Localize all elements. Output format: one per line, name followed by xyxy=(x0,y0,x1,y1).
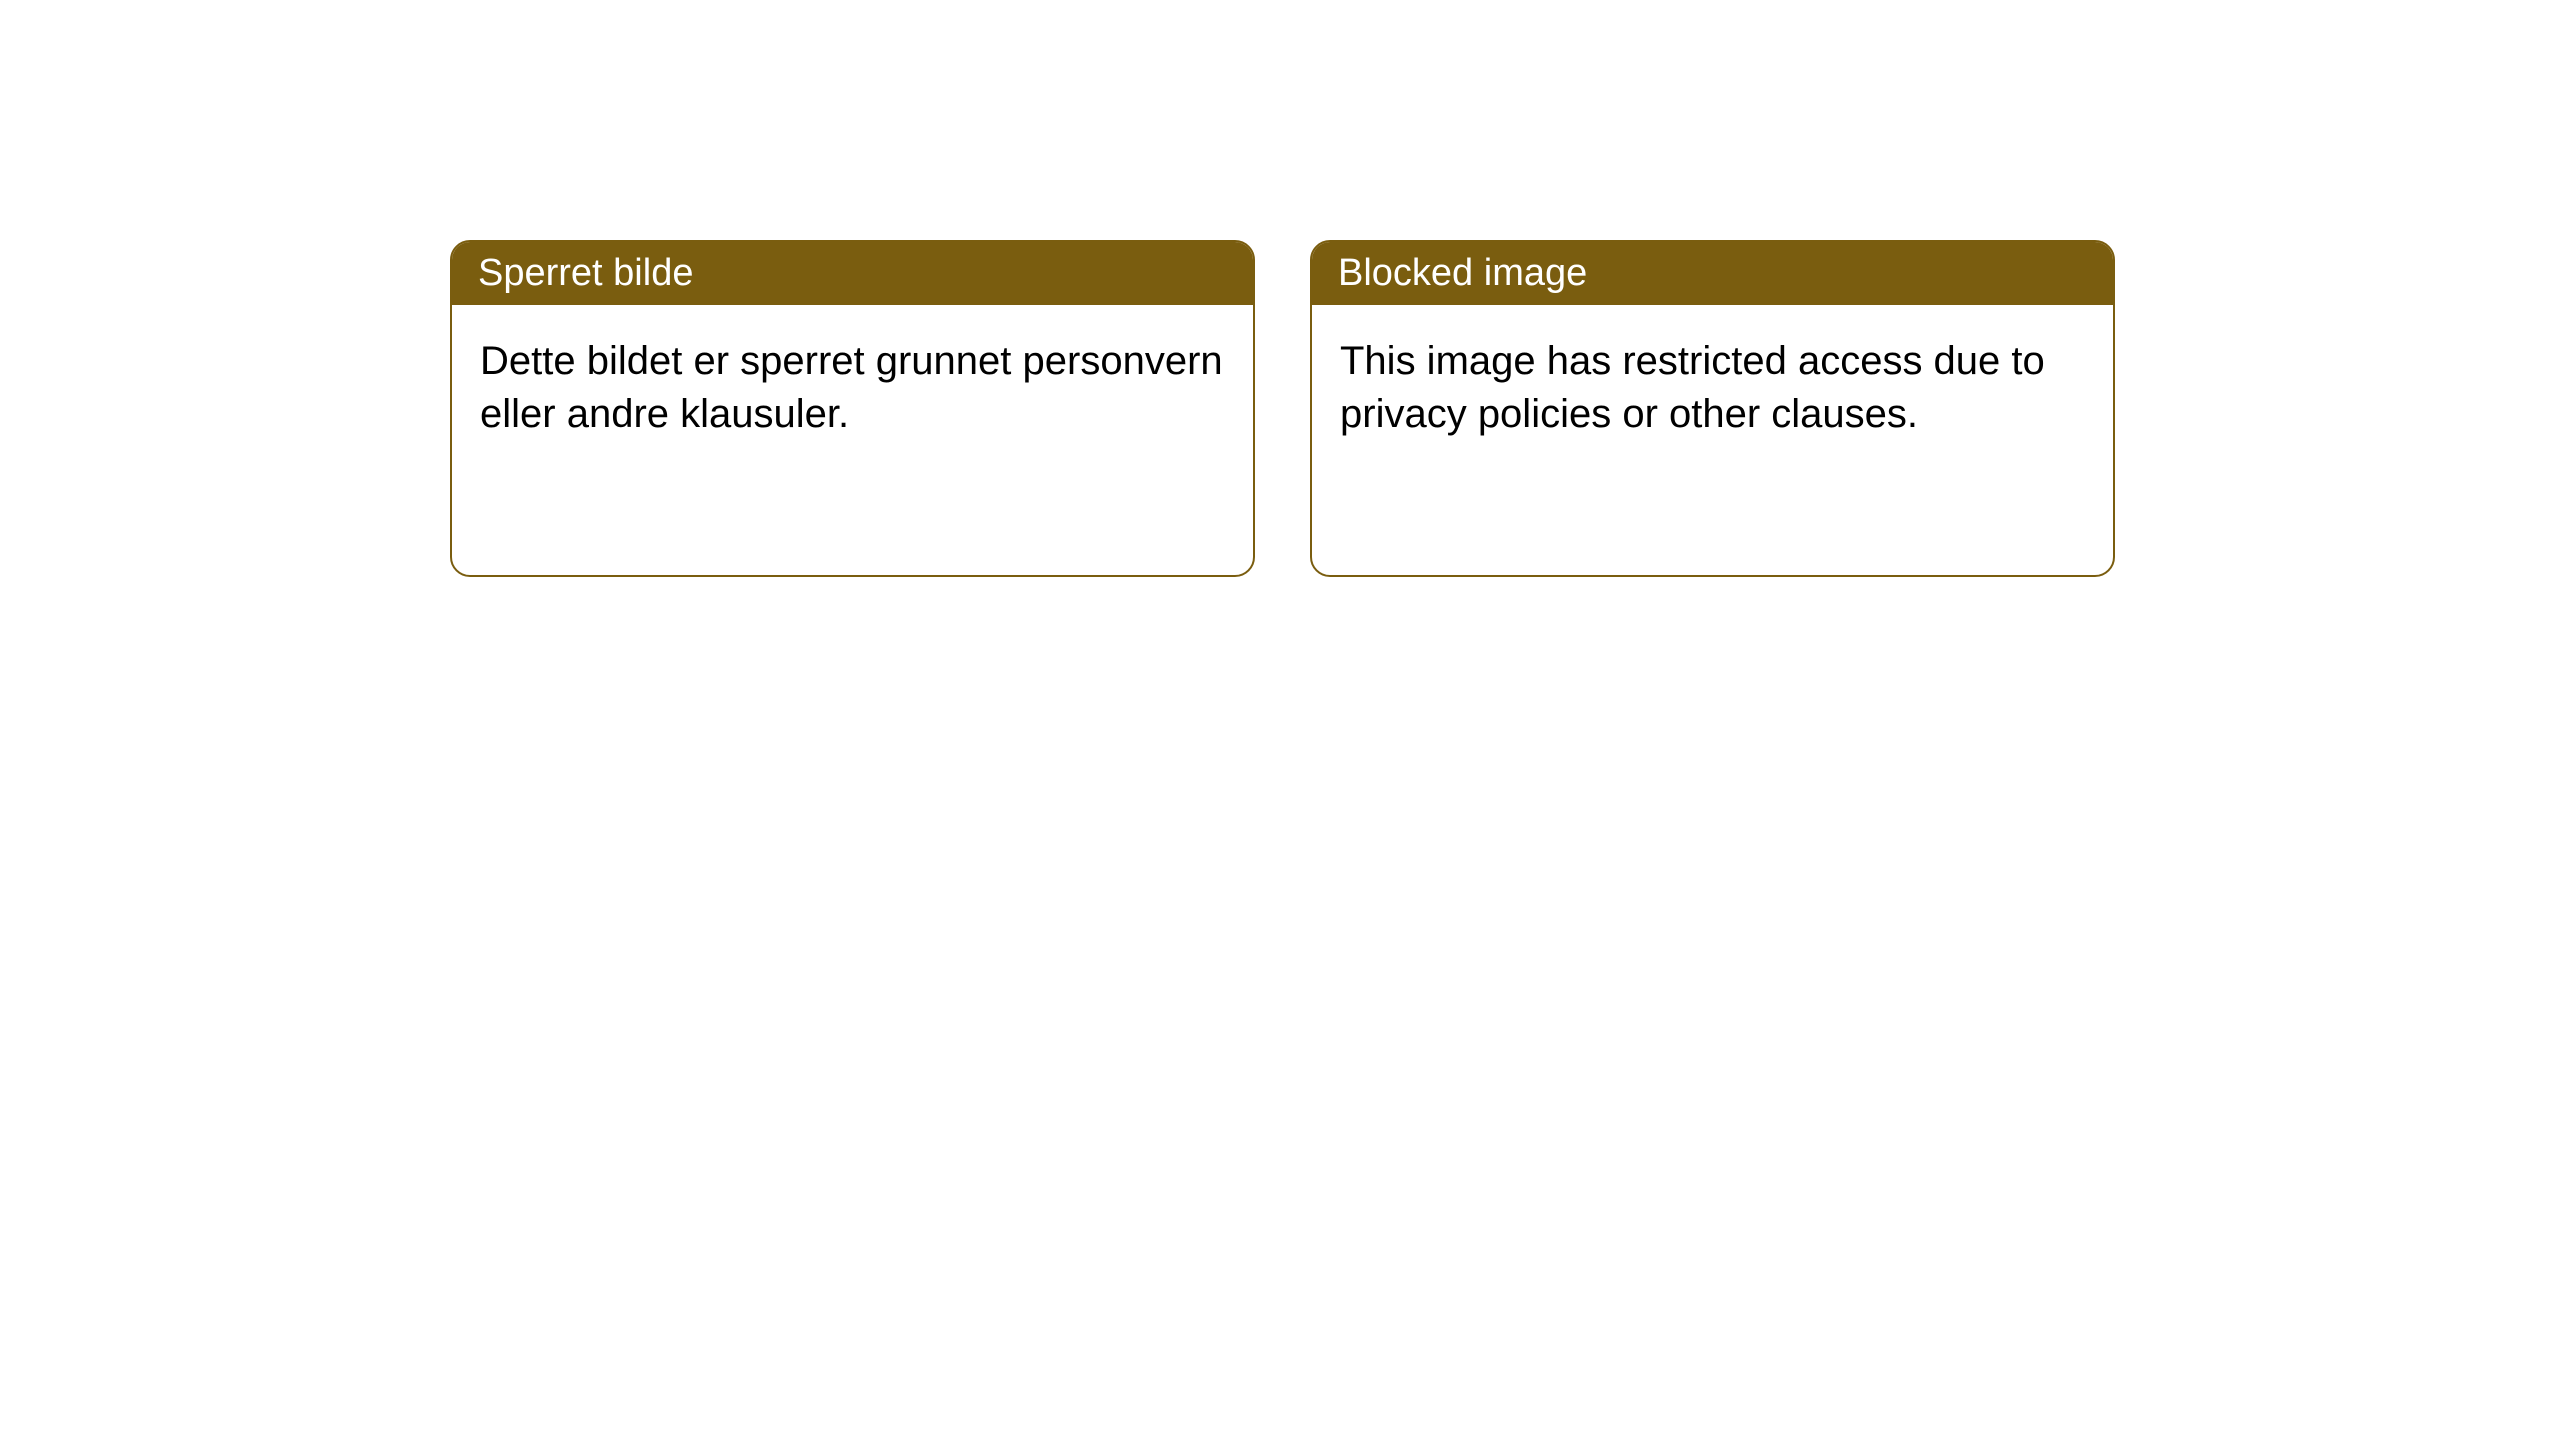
card-body-norwegian: Dette bildet er sperret grunnet personve… xyxy=(452,305,1253,575)
card-title-english: Blocked image xyxy=(1338,252,1587,294)
cards-container: Sperret bilde Dette bildet er sperret gr… xyxy=(450,240,2115,577)
card-title-norwegian: Sperret bilde xyxy=(478,252,693,294)
card-english: Blocked image This image has restricted … xyxy=(1310,240,2115,577)
card-body-english: This image has restricted access due to … xyxy=(1312,305,2113,575)
card-header-english: Blocked image xyxy=(1312,242,2113,305)
card-text-norwegian: Dette bildet er sperret grunnet personve… xyxy=(480,335,1225,441)
card-text-english: This image has restricted access due to … xyxy=(1340,335,2085,441)
card-header-norwegian: Sperret bilde xyxy=(452,242,1253,305)
card-norwegian: Sperret bilde Dette bildet er sperret gr… xyxy=(450,240,1255,577)
